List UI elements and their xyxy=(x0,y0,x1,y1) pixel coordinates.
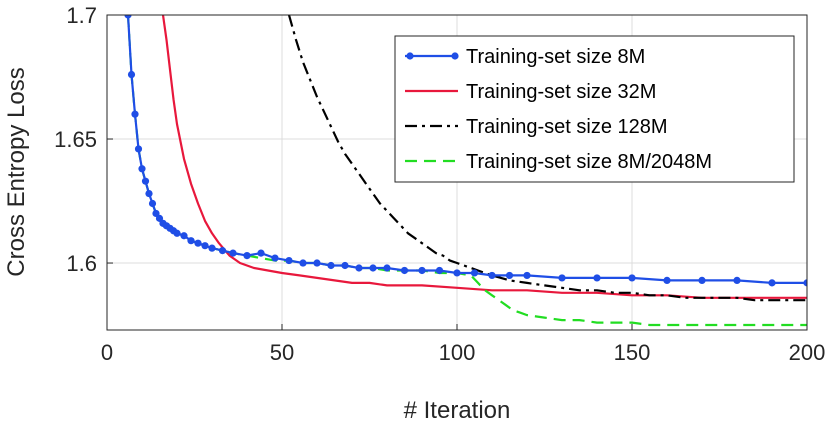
y-tick-label: 1.65 xyxy=(54,127,97,152)
x-tick-label: 200 xyxy=(789,340,826,365)
series-point xyxy=(470,269,479,277)
series-layer xyxy=(124,15,807,327)
series-point xyxy=(271,254,279,262)
series-point xyxy=(218,247,227,255)
series-point xyxy=(400,266,409,275)
series-point xyxy=(180,232,188,240)
series-point xyxy=(187,237,195,245)
ticks: 0 50 100 150 200 1.6 1.65 1.7 xyxy=(54,3,825,365)
series-point xyxy=(355,264,363,272)
series-line-3 xyxy=(287,15,807,302)
series-point xyxy=(628,274,636,282)
series-point xyxy=(733,276,741,284)
series-point xyxy=(505,271,514,280)
series-point xyxy=(435,266,444,275)
x-tick-label: 100 xyxy=(439,340,476,365)
series-point xyxy=(257,249,265,257)
series-point xyxy=(523,271,531,280)
legend-box xyxy=(394,35,795,183)
series-point xyxy=(327,261,335,270)
series-point xyxy=(243,251,251,260)
series-line-2 xyxy=(161,15,807,299)
series-point xyxy=(453,269,461,277)
series-point xyxy=(141,177,150,185)
legend-label: Training-set size 8M/2048M xyxy=(466,151,712,173)
series-point xyxy=(488,271,496,280)
series-point xyxy=(131,110,139,118)
x-tick-label: 150 xyxy=(614,340,651,365)
y-axis-title: Cross Entropy Loss xyxy=(3,67,30,276)
series-point xyxy=(418,266,426,275)
y-tick-label: 1.6 xyxy=(66,251,97,276)
legend-marker xyxy=(406,52,414,60)
series-point xyxy=(285,256,293,265)
y-tick-label: 1.7 xyxy=(66,3,97,28)
series-point xyxy=(148,199,157,208)
legend-label: Training-set size 8M xyxy=(466,46,645,68)
series-point xyxy=(194,239,202,247)
series-point xyxy=(313,259,321,267)
x-tick-label: 50 xyxy=(270,340,294,365)
series-point xyxy=(201,242,209,250)
series-point xyxy=(145,189,153,198)
series-point xyxy=(127,70,136,79)
series-point xyxy=(173,229,181,237)
legend-label: Training-set size 128M xyxy=(466,116,668,138)
legend: Training-set size 8M Training-set size 32… xyxy=(394,35,795,183)
series-point xyxy=(383,264,391,272)
series-point xyxy=(698,276,706,284)
series-point xyxy=(138,165,146,173)
series-point xyxy=(229,249,237,257)
series-point xyxy=(593,274,601,282)
legend-marker xyxy=(451,52,459,60)
x-tick-label: 0 xyxy=(101,340,113,365)
series-point xyxy=(299,259,307,267)
series-point xyxy=(124,15,132,19)
legend-label: Training-set size 32M xyxy=(466,81,656,103)
x-axis-title: # Iteration xyxy=(404,397,511,423)
series-point xyxy=(369,264,377,272)
series-point xyxy=(208,244,216,252)
series-point xyxy=(768,279,776,287)
series-point xyxy=(663,276,671,284)
series-point xyxy=(134,145,143,153)
series-point xyxy=(558,274,566,282)
series-point xyxy=(341,261,349,270)
series-point xyxy=(803,279,807,287)
